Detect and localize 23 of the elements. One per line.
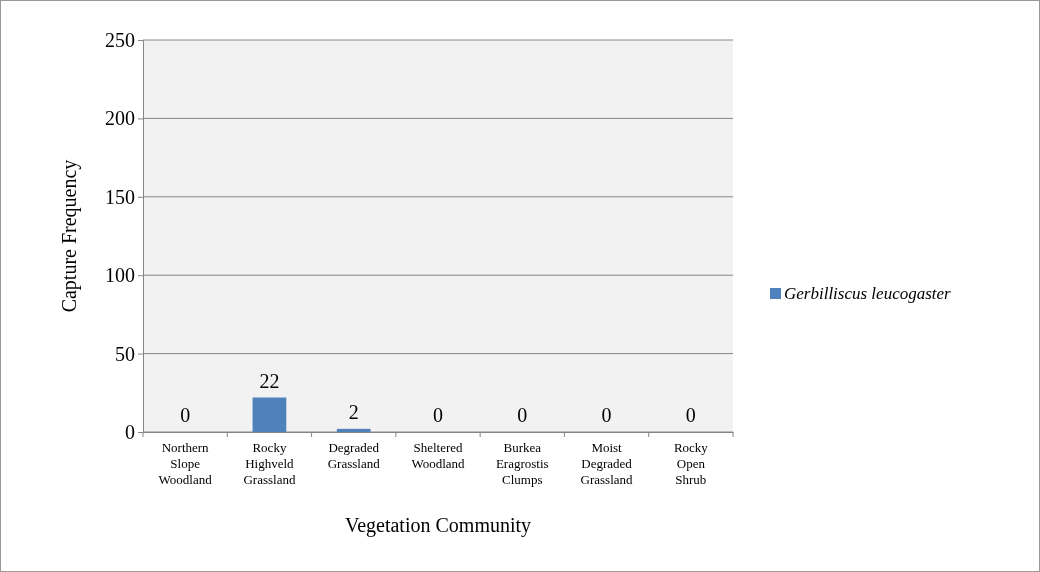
y-tick-label: 100 bbox=[105, 264, 135, 287]
x-tick-label: Moist Degraded Grassland bbox=[580, 440, 634, 487]
y-tick-label: 50 bbox=[115, 342, 135, 365]
data-label: 0 bbox=[433, 404, 443, 426]
data-label: 0 bbox=[601, 404, 612, 426]
y-tick-label: 200 bbox=[105, 107, 135, 130]
x-tick-label: Sheltered Woodland bbox=[411, 440, 466, 471]
x-axis-title: Vegetation Community bbox=[344, 514, 532, 537]
data-label: 0 bbox=[180, 404, 191, 426]
x-tick-label: Northern Slope Woodland bbox=[158, 440, 213, 487]
data-label: 0 bbox=[517, 404, 528, 426]
data-label: 0 bbox=[685, 404, 696, 426]
y-tick-label: 250 bbox=[105, 28, 135, 51]
x-tick-label: Degraded Grassland bbox=[327, 440, 381, 471]
data-label: 22 bbox=[259, 369, 280, 392]
y-tick-label: 150 bbox=[105, 185, 135, 208]
x-tick-label: Burkea Eragrostis Clumps bbox=[495, 440, 549, 487]
legend-label: Gerbilliscus leucogaster bbox=[784, 284, 952, 303]
y-axis-title: Capture Frequency bbox=[58, 159, 81, 313]
y-tick-label: 0 bbox=[125, 420, 135, 443]
data-label: 2 bbox=[348, 400, 359, 423]
x-tick-label: Rocky Highveld Grassland bbox=[243, 440, 296, 487]
x-tick-label: Rocky Open Shrub bbox=[673, 440, 709, 487]
